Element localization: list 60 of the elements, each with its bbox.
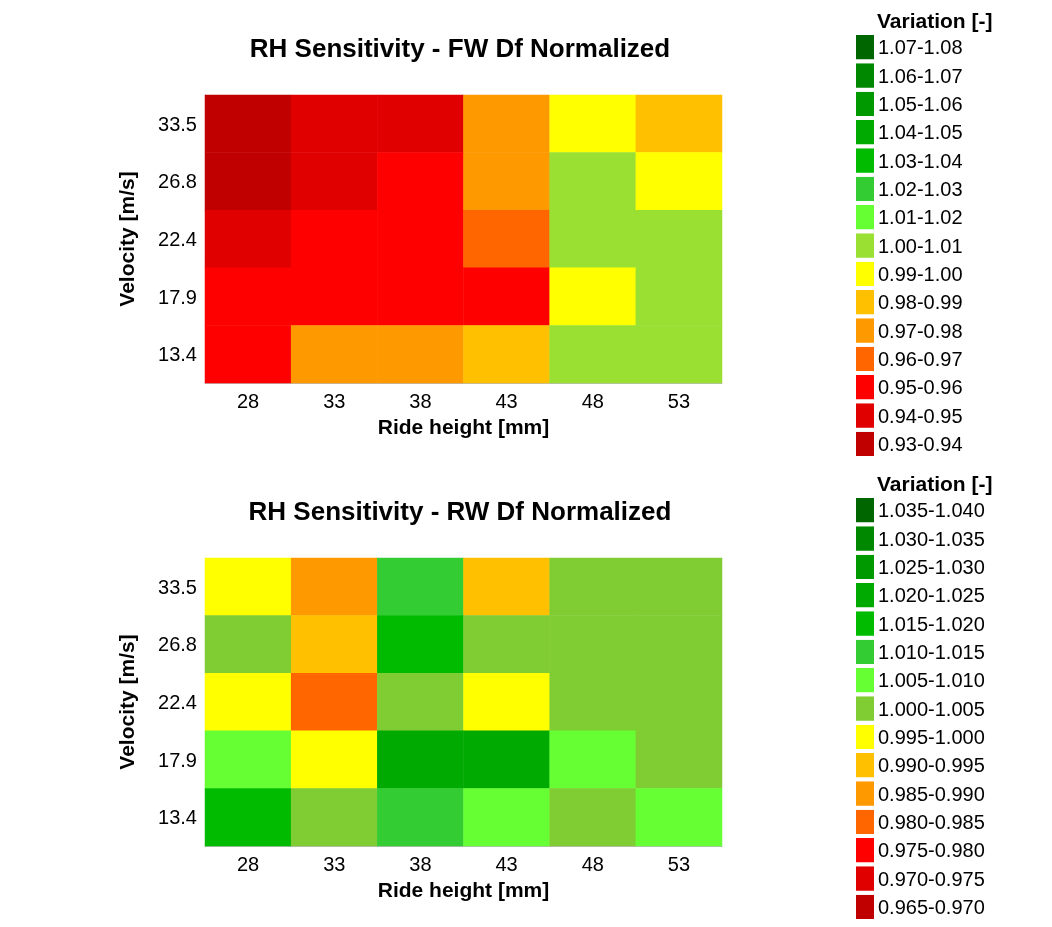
color-bar-label: 1.030-1.035 [878, 527, 985, 550]
color-bar-label: 1.020-1.025 [878, 584, 985, 607]
y-tick-label: 13.4 [158, 806, 197, 829]
color-bar-label: 0.975-0.980 [878, 839, 985, 862]
x-tick-label: 38 [409, 853, 432, 875]
color-bar-label: 1.035-1.040 [878, 499, 985, 522]
color-bar-label: 1.00-1.01 [878, 234, 963, 257]
y-axis-title: Velocity [m/s] [115, 171, 138, 307]
x-tick-label: 33 [323, 390, 346, 412]
legend-title: Variation [-] [877, 472, 993, 495]
x-tick-label: 33 [323, 853, 346, 875]
y-tick-label: 17.9 [158, 748, 197, 771]
y-tick-label: 13.4 [158, 343, 197, 366]
color-bar-label: 0.980-0.985 [878, 810, 985, 833]
y-tick-label: 33.5 [158, 112, 197, 135]
color-bar-label: 1.07-1.08 [878, 36, 963, 59]
color-bar-label: 1.04-1.05 [878, 121, 963, 144]
color-bar-label: 1.000-1.005 [878, 697, 985, 720]
x-tick-label: 43 [495, 853, 518, 875]
y-tick-label: 26.8 [158, 633, 197, 656]
x-tick-label: 53 [667, 853, 691, 875]
y-tick-label: 17.9 [158, 285, 197, 308]
x-axis-title: Ride height [mm] [377, 877, 550, 901]
color-bar-label: 1.03-1.04 [878, 149, 963, 172]
color-bar-label: 1.010-1.015 [878, 640, 985, 663]
color-bar-label: 0.970-0.975 [878, 867, 985, 890]
color-bar-label: 1.05-1.06 [878, 92, 963, 115]
color-bar-label: 0.93-0.94 [878, 432, 963, 455]
color-bar-label: 1.015-1.020 [878, 612, 985, 635]
y-tick-label: 26.8 [158, 170, 197, 193]
x-tick-label: 53 [667, 390, 691, 412]
chart-title: RH Sensitivity - FW Df Normalized [249, 33, 671, 63]
color-bar-label: 0.99-1.00 [878, 262, 963, 285]
color-bar-label: 1.025-1.030 [878, 555, 985, 578]
color-bar-label: 0.96-0.97 [878, 347, 963, 370]
legend-title: Variation [-] [877, 9, 993, 32]
color-bar-label: 0.95-0.96 [878, 376, 963, 399]
x-tick-label: 43 [495, 390, 518, 412]
color-bar-label: 0.94-0.95 [878, 404, 963, 427]
color-bar-label: 1.005-1.010 [878, 669, 985, 692]
color-bar-label: 1.02-1.03 [878, 177, 963, 200]
color-bar-label: 0.965-0.970 [878, 895, 985, 918]
x-axis-title: Ride height [mm] [377, 414, 550, 438]
chart-title: RH Sensitivity - RW Df Normalized [248, 496, 672, 526]
y-tick-label: 22.4 [158, 228, 197, 250]
color-bar-label: 0.995-1.000 [878, 725, 985, 748]
color-bar-label: 0.985-0.990 [878, 782, 985, 805]
color-bar-label: 0.98-0.99 [878, 291, 963, 314]
y-axis-title: Velocity [m/s] [115, 634, 138, 770]
color-bar-label: 0.97-0.98 [878, 319, 963, 342]
y-tick-label: 22.4 [158, 691, 197, 713]
x-tick-label: 28 [236, 853, 260, 875]
x-tick-label: 48 [581, 390, 604, 412]
y-tick-label: 33.5 [158, 575, 197, 598]
color-bar-label: 1.01-1.02 [878, 206, 963, 229]
color-bar-label: 1.06-1.07 [878, 64, 963, 87]
x-tick-label: 28 [236, 390, 260, 412]
color-bar-label: 0.990-0.995 [878, 754, 985, 777]
x-tick-label: 38 [409, 390, 432, 412]
x-tick-label: 48 [581, 853, 604, 875]
